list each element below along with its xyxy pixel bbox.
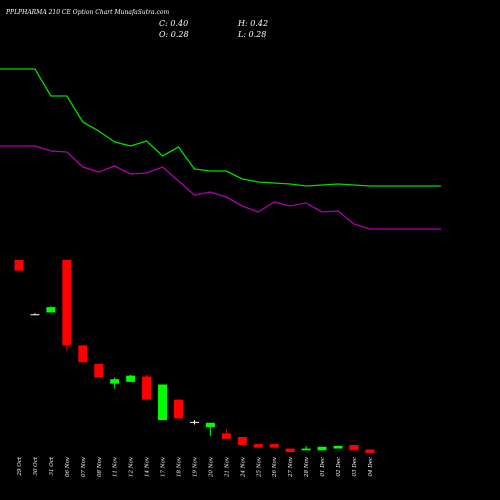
- candle: [237, 436, 247, 445]
- date-label: 28 Nov: [304, 456, 310, 478]
- date-label: 02 Dec: [336, 457, 342, 477]
- candle-body: [174, 399, 183, 419]
- candle: [333, 445, 343, 449]
- candle-body: [189, 421, 199, 423]
- candle-body: [365, 449, 375, 453]
- candle-body: [62, 260, 72, 346]
- candle: [221, 428, 231, 439]
- candle: [317, 446, 327, 451]
- candle-body: [285, 448, 295, 453]
- date-label: 30 Oct: [33, 456, 39, 475]
- date-label: 25 Nov: [256, 456, 262, 478]
- candle: [301, 445, 311, 451]
- candle-body: [110, 379, 120, 384]
- upper-line: [0, 68, 441, 187]
- candle: [94, 364, 104, 378]
- candle-body: [158, 384, 168, 421]
- low-value: L: 0.28: [238, 30, 267, 39]
- date-label: 17 Nov: [161, 456, 167, 477]
- candle-body: [78, 345, 88, 363]
- candle: [158, 384, 168, 421]
- date-label: 14 Nov: [145, 456, 151, 477]
- date-label: 07 Nov: [81, 456, 87, 477]
- candle-body: [301, 448, 311, 451]
- candles: [14, 260, 375, 453]
- close-value: C: 0.40: [159, 19, 189, 28]
- candle-body: [142, 376, 152, 400]
- candle-body: [94, 364, 104, 378]
- date-labels: 29 Oct 30 Oct 31 Oct 06 Nov 07 Nov 08 Nov 11 N…: [17, 456, 374, 478]
- date-label: 20 Nov: [208, 456, 214, 478]
- candle: [142, 374, 152, 400]
- candle-body: [349, 444, 359, 451]
- date-label: 27 Nov: [288, 456, 294, 478]
- date-label: 01 Dec: [320, 457, 326, 477]
- candle-body: [221, 433, 231, 439]
- candle: [14, 260, 24, 271]
- candle: [285, 448, 295, 453]
- candle-body: [317, 446, 327, 451]
- date-label: 18 Nov: [177, 456, 183, 477]
- candle-body: [237, 436, 247, 445]
- candle: [78, 345, 88, 363]
- candle-body: [14, 260, 24, 271]
- candle: [46, 306, 56, 313]
- indicator-lines: [0, 68, 441, 230]
- open-value: O: 0.28: [159, 30, 189, 39]
- candle-body: [253, 444, 263, 448]
- date-label: 21 Nov: [224, 456, 230, 478]
- date-label: 26 Nov: [272, 456, 278, 478]
- date-label: 19 Nov: [192, 456, 198, 477]
- candle: [349, 444, 359, 451]
- date-label: 11 Nov: [113, 456, 119, 477]
- chart-title: PPLPHARMA 210 CE Option Chart MunafaSutr…: [6, 9, 170, 16]
- candle: [365, 449, 375, 453]
- date-label: 03 Dec: [352, 457, 358, 477]
- date-label: 12 Nov: [129, 456, 135, 477]
- candle-body: [30, 314, 40, 316]
- date-label: 31 Oct: [49, 456, 55, 475]
- date-label: 24 Nov: [240, 456, 246, 478]
- date-label: 04 Dec: [368, 457, 374, 477]
- date-label: 06 Nov: [65, 456, 71, 477]
- candle: [253, 444, 263, 448]
- candle: [174, 399, 183, 419]
- candle-body: [46, 307, 56, 313]
- candle: [189, 420, 199, 425]
- date-label: 29 Oct: [17, 456, 23, 476]
- candle: [269, 444, 279, 448]
- candle: [62, 260, 72, 351]
- candle: [110, 377, 120, 389]
- lower-line: [0, 145, 441, 230]
- candle-body: [126, 375, 136, 382]
- candle-body: [205, 422, 215, 428]
- date-label: 08 Nov: [97, 456, 103, 477]
- high-value: H: 0.42: [238, 19, 269, 28]
- candle-body: [333, 445, 343, 449]
- candle: [30, 313, 40, 316]
- candle: [126, 374, 136, 382]
- candle: [205, 422, 215, 437]
- candle-body: [269, 444, 279, 448]
